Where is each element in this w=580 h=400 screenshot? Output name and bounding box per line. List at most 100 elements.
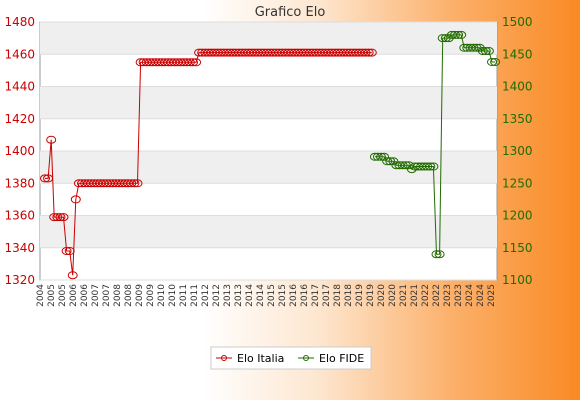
legend-label-fide: Elo FIDE: [319, 352, 364, 365]
legend-label-italia: Elo Italia: [237, 352, 284, 365]
x-tick-label: 2023: [443, 284, 453, 307]
data-point-elo-italia: [40, 174, 50, 183]
data-point-elo-fide: [483, 47, 494, 55]
x-tick-label: 2017: [322, 284, 332, 307]
x-tick-label: 2013: [223, 284, 233, 307]
data-point-elo-italia: [132, 179, 143, 188]
x-tick-label: 2010: [157, 284, 167, 307]
x-tick-label: 2011: [190, 284, 200, 307]
y-right-tick-label: 1400: [502, 80, 533, 94]
data-point-elo-fide: [450, 30, 460, 39]
x-tick-label: 2008: [124, 284, 134, 307]
y-right-tick-label: 1350: [502, 112, 533, 126]
x-tick-label: 2024: [465, 284, 475, 307]
x-tick-label: 2008: [113, 284, 123, 307]
data-point-elo-italia: [67, 271, 78, 280]
chart-title: Grafico Elo: [255, 5, 326, 20]
data-point-elo-italia: [366, 48, 377, 57]
x-tick-label: 2010: [168, 284, 178, 307]
y-left-tick-label: 1420: [4, 112, 35, 126]
x-tick-label: 2021: [399, 284, 409, 307]
y-left-tick-label: 1360: [4, 209, 35, 223]
x-tick-label: 2014: [245, 284, 255, 307]
data-point-elo-italia: [43, 174, 54, 183]
data-point-elo-italia: [360, 48, 371, 57]
data-point-elo-fide: [388, 157, 399, 166]
y-right-tick-label: 1200: [502, 209, 533, 223]
x-tick-label: 2018: [333, 284, 343, 307]
grid-band: [40, 215, 497, 248]
x-tick-label: 2007: [91, 284, 101, 307]
data-point-elo-italia: [126, 179, 137, 188]
x-tick-label: 2019: [366, 284, 376, 307]
data-point-elo-fide: [480, 47, 491, 55]
data-point-elo-fide: [406, 165, 417, 174]
x-tick-label: 2023: [454, 284, 464, 307]
legend-marker-italia: [221, 355, 227, 361]
x-tick-label: 2016: [289, 284, 299, 307]
data-point-elo-fide: [490, 58, 501, 66]
x-tick-label: 2005: [58, 284, 68, 307]
y-left-tick-label: 1480: [4, 15, 35, 29]
data-point-elo-italia: [363, 48, 374, 57]
x-tick-label: 2021: [410, 284, 420, 307]
x-tick-label: 2020: [388, 284, 398, 307]
data-point-elo-italia: [52, 213, 63, 222]
data-point-elo-fide: [376, 152, 386, 161]
x-tick-label: 2019: [355, 284, 365, 307]
data-point-elo-fide: [456, 30, 467, 39]
data-point-elo-italia: [129, 179, 140, 188]
x-tick-label: 2015: [267, 284, 277, 307]
data-point-elo-fide: [382, 157, 393, 166]
x-tick-label: 2025: [487, 284, 497, 307]
y-left-tick-label: 1340: [4, 241, 35, 255]
x-tick-label: 2016: [300, 284, 310, 307]
x-tick-label: 2018: [344, 284, 354, 307]
data-point-elo-italia: [55, 213, 66, 222]
data-point-elo-fide: [477, 47, 488, 55]
data-point-elo-italia: [184, 58, 195, 67]
data-point-elo-italia: [70, 195, 81, 204]
data-point-elo-fide: [453, 30, 464, 39]
x-tick-label: 2022: [432, 284, 442, 307]
data-point-elo-italia: [46, 135, 57, 144]
y-right-tick-label: 1150: [502, 241, 533, 255]
x-tick-label: 2013: [234, 284, 244, 307]
x-tick-label: 2011: [179, 284, 189, 307]
data-point-elo-italia: [58, 213, 69, 222]
data-point-elo-fide: [385, 157, 396, 166]
y-right-tick-label: 1450: [502, 47, 533, 61]
x-tick-label: 2020: [377, 284, 387, 307]
data-point-elo-fide: [434, 250, 445, 259]
x-tick-label: 2012: [201, 284, 211, 307]
data-point-elo-fide: [431, 250, 442, 259]
x-tick-label: 2009: [146, 284, 156, 307]
data-point-elo-fide: [428, 162, 439, 171]
data-point-elo-italia: [64, 247, 75, 255]
x-tick-label: 2015: [278, 284, 288, 307]
x-tick-label: 2014: [256, 284, 266, 307]
data-point-elo-fide: [397, 161, 408, 170]
y-left-tick-label: 1320: [4, 273, 35, 287]
x-tick-label: 2006: [69, 284, 79, 307]
y-left-tick-label: 1380: [4, 176, 35, 190]
grid-band: [40, 151, 497, 184]
x-tick-label: 2017: [311, 284, 321, 307]
grid-band: [40, 86, 497, 119]
x-tick-label: 2022: [421, 284, 431, 307]
data-point-elo-italia: [188, 58, 198, 67]
y-right-tick-label: 1500: [502, 15, 533, 29]
data-point-elo-fide: [468, 43, 479, 52]
x-tick-label: 2024: [476, 284, 486, 307]
x-tick-label: 2006: [80, 284, 90, 307]
x-tick-label: 2007: [102, 284, 112, 307]
data-point-elo-fide: [425, 162, 436, 171]
y-left-tick-label: 1440: [4, 80, 35, 94]
x-tick-label: 2004: [36, 284, 46, 307]
data-point-elo-italia: [191, 58, 202, 67]
data-point-elo-fide: [379, 152, 390, 161]
y-left-tick-label: 1400: [4, 144, 35, 158]
x-tick-label: 2012: [212, 284, 222, 307]
